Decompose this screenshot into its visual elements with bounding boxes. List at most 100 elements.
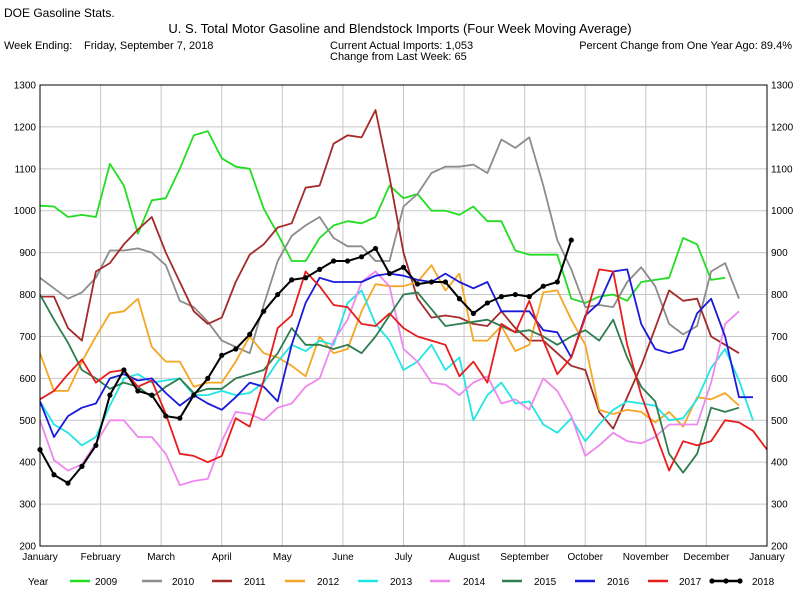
y-tick-label-left: 1000 xyxy=(14,206,37,217)
y-tick-label-right: 1200 xyxy=(771,122,794,133)
series-point-2018 xyxy=(554,279,560,285)
series-point-2018 xyxy=(205,375,211,381)
series-line-2016 xyxy=(39,268,753,438)
series-point-2018 xyxy=(247,331,253,337)
series-line-2014 xyxy=(39,270,740,487)
legend-label-2012: 2012 xyxy=(317,577,340,588)
series-point-2018 xyxy=(568,237,574,243)
y-tick-label-left: 800 xyxy=(19,290,36,301)
series-point-2018 xyxy=(219,352,225,358)
series-point-2018 xyxy=(93,442,99,449)
y-tick-label-right: 300 xyxy=(771,500,788,511)
plot-frame xyxy=(39,84,768,547)
x-tick-label: September xyxy=(500,552,550,563)
legend: Year 2009 2010 2011 2012 2013 2014 2015 2016 201… xyxy=(28,577,775,588)
series-line-2013 xyxy=(39,289,754,447)
legend-year-label: Year xyxy=(28,577,49,588)
y-tick-label-left: 900 xyxy=(19,248,36,259)
series-point-2018 xyxy=(414,281,421,287)
series-line-2010 xyxy=(39,136,740,355)
x-tick-label: May xyxy=(273,552,292,563)
y-tick-label-left: 300 xyxy=(19,500,36,511)
chart-title: U. S. Total Motor Gasoline and Blendstoc… xyxy=(168,21,632,36)
series-point-2018 xyxy=(498,294,504,300)
series-point-2018 xyxy=(65,480,71,486)
series-line-2009 xyxy=(39,130,726,304)
series-point-2018 xyxy=(121,367,127,373)
y-tick-label-right: 200 xyxy=(771,542,788,553)
series-point-2018 xyxy=(484,300,490,306)
series-point-2018 xyxy=(233,346,239,352)
series-point-2018 xyxy=(540,283,546,289)
y-tick-label-left: 1300 xyxy=(14,81,37,92)
series-lines xyxy=(37,109,768,487)
x-tick-label: January xyxy=(22,552,58,563)
series-point-2018 xyxy=(470,310,477,317)
x-tick-label: August xyxy=(449,552,480,563)
y-tick-label-left: 700 xyxy=(19,332,36,343)
week-ending-label: Week Ending: xyxy=(4,40,73,52)
current-imports-text: Current Actual Imports: 1,053 xyxy=(330,40,474,52)
legend-label-2016: 2016 xyxy=(607,577,630,588)
series-point-2018 xyxy=(51,472,57,478)
x-axis: January February March April May June July Augu… xyxy=(22,552,785,563)
y-tick-label-right: 700 xyxy=(771,332,788,343)
series-point-2018 xyxy=(79,463,85,469)
legend-marker-2018 xyxy=(723,578,729,584)
y-tick-label-right: 1300 xyxy=(771,81,794,92)
series-point-2018 xyxy=(372,245,379,252)
legend-label-2009: 2009 xyxy=(95,577,118,588)
week-ending-value: Friday, September 7, 2018 xyxy=(84,40,214,52)
y-axis-right: 200 300 400 500 600 700 800 900 1000 1100 1200 1300 xyxy=(771,81,794,553)
legend-marker-2018 xyxy=(709,578,715,584)
x-tick-label: November xyxy=(623,552,670,563)
series-point-2018 xyxy=(317,266,323,272)
x-tick-label: December xyxy=(683,552,730,563)
series-point-2018 xyxy=(149,392,155,398)
series-point-2018 xyxy=(344,258,351,264)
x-tick-label: October xyxy=(567,552,603,563)
percent-change-text: Percent Change from One Year Ago: 89.4% xyxy=(579,40,792,52)
series-point-2018 xyxy=(191,392,197,398)
legend-label-2010: 2010 xyxy=(172,577,195,588)
y-tick-label-left: 400 xyxy=(19,458,36,469)
series-point-2018 xyxy=(177,415,183,421)
y-tick-label-right: 1000 xyxy=(771,206,794,217)
legend-label-2015: 2015 xyxy=(534,577,557,588)
app-title: DOE Gasoline Stats. xyxy=(4,6,115,20)
series-point-2018 xyxy=(135,388,141,394)
change-from-last-week-text: Change from Last Week: 65 xyxy=(330,51,467,63)
series-point-2018 xyxy=(526,294,532,300)
series-point-2018 xyxy=(456,296,463,302)
series-point-2018 xyxy=(330,258,337,264)
series-point-2018 xyxy=(163,413,169,419)
series-point-2018 xyxy=(107,392,113,398)
y-tick-label-left: 600 xyxy=(19,374,36,385)
y-axis-left: 200 300 400 500 600 700 800 900 1000 1100 1200 1300 xyxy=(14,81,37,553)
series-point-2018 xyxy=(386,270,393,277)
legend-label-2017: 2017 xyxy=(679,577,702,588)
series-point-2018 xyxy=(512,291,518,298)
y-tick-label-left: 1100 xyxy=(14,164,36,175)
series-point-2018 xyxy=(303,275,309,281)
y-tick-label-right: 800 xyxy=(771,290,788,301)
series-point-2018 xyxy=(261,308,267,314)
series-line-2017 xyxy=(39,268,768,472)
y-tick-label-left: 500 xyxy=(19,416,36,427)
y-tick-label-right: 600 xyxy=(771,374,788,385)
grid-lines xyxy=(39,84,768,547)
legend-label-2013: 2013 xyxy=(390,577,413,588)
series-point-2018 xyxy=(400,264,407,270)
y-tick-label-left: 1200 xyxy=(14,122,37,133)
x-tick-label: January xyxy=(749,552,785,563)
series-point-2018 xyxy=(289,277,295,283)
series-point-2018 xyxy=(275,291,281,298)
y-tick-label-left: 200 xyxy=(19,542,36,553)
series-point-2018 xyxy=(442,279,449,285)
series-line-2011 xyxy=(40,109,740,430)
legend-label-2014: 2014 xyxy=(463,577,486,588)
y-tick-label-right: 400 xyxy=(771,458,788,469)
series-point-2018 xyxy=(358,254,365,260)
y-tick-label-right: 900 xyxy=(771,248,788,259)
